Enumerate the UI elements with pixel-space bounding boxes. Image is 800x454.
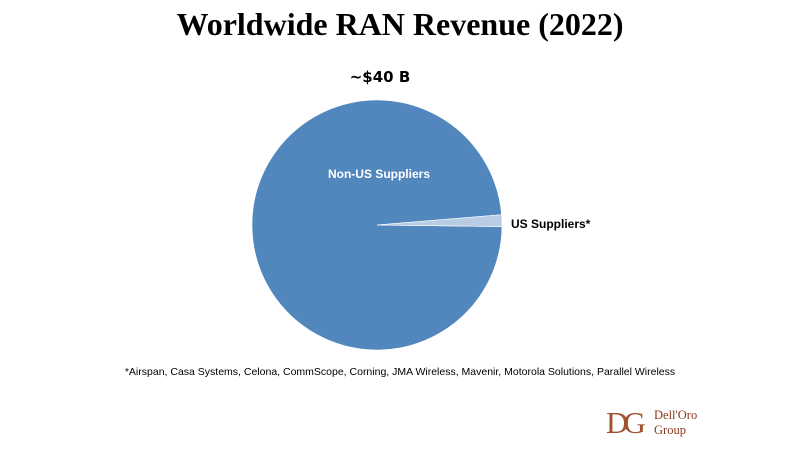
slice-label-us-suppliers: US Suppliers* — [511, 217, 591, 231]
dell-oro-logo: DG Dell'Oro Group — [606, 405, 716, 441]
logo-line-2: Group — [654, 423, 686, 437]
slice-label-non-us-suppliers: Non-US Suppliers — [328, 167, 430, 181]
pie-slice-us-suppliers — [376, 214, 503, 227]
total-revenue-label: ~$40 B — [349, 68, 411, 86]
logo-line-1: Dell'Oro — [654, 408, 698, 422]
logo-mark: DG — [606, 405, 646, 440]
supplier-footnote: *Airspan, Casa Systems, Celona, CommScop… — [124, 366, 676, 378]
logo-text: Dell'Oro Group — [654, 408, 697, 438]
chart-title: Worldwide RAN Revenue (2022) — [176, 6, 624, 42]
